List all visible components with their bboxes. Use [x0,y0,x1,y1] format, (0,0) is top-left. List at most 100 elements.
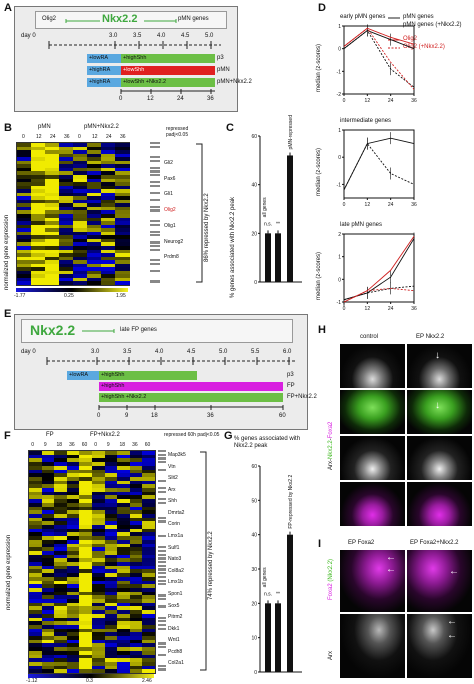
heatmap-cell [129,473,143,478]
subplot-ylabel: median (z-scores) [316,251,322,300]
heatmap-cell [129,517,143,522]
subplot-title: late pMN genes [340,222,383,228]
outcome-label: FP+Nkx2.2 [287,394,317,400]
heatmap-cell [29,580,43,585]
heatmap-cell [117,528,131,533]
heatmap-cell [104,473,118,478]
heatmap-cell [31,235,46,240]
heatmap-cell [29,532,43,537]
heatmap-cell [29,476,43,482]
panel-letter-a: A [4,2,12,14]
repressed-gene-mark [158,627,166,630]
heatmap-cell [54,543,68,548]
heatmap-cell [41,510,55,515]
hour-label: 0 [94,442,98,448]
heatmap-cell [104,488,118,493]
column-header: pMN [38,124,51,130]
heatmap-cell [41,669,55,674]
heatmap-cell [41,491,55,496]
heatmap-cell [29,458,43,463]
heatmap-cell [17,182,32,187]
heatmap-cell [29,665,43,670]
heatmap-cell [142,613,156,618]
stain-nkx22: (Nkx2.2) [328,558,334,582]
heatmap-cell [87,270,102,275]
heatmap-cell [117,658,131,663]
heatmap-cell [29,591,43,596]
heatmap-cell [117,547,131,552]
heatmap-cell [79,539,93,544]
hour-label: 36 [64,134,70,140]
heatmap-cell [66,643,80,648]
heatmap-cell [117,650,131,655]
heatmap-cell [129,584,143,589]
heatmap-cell [129,669,143,674]
heatmap-cell [142,602,156,607]
heatmap-cell [31,146,46,151]
heatmap-cell [79,613,93,618]
heatmap-cell [66,469,80,474]
gene-label: Shh [168,498,177,505]
heatmap-cell [129,495,143,500]
hour-label: 36 [69,442,75,448]
heatmap-cell [54,458,68,463]
heatmap-cell [54,580,68,585]
heatmap-cell [117,502,131,507]
condition-bar-green: +highShh [121,54,215,63]
heatmap-cell [117,587,131,593]
x-tick-label: 36 [411,98,417,104]
heatmap-cell [66,454,80,459]
heatmap-cell [66,499,80,504]
heatmap-cell [45,217,60,222]
chart-title: % genes associated with Nkx2.2 peak [234,436,301,449]
heatmap-cell [66,587,80,593]
heatmap-cell [45,263,60,268]
day-tick: 4.0 [155,349,164,355]
heatmap-cell [66,565,80,570]
heatmap-cell [87,150,102,155]
heatmap-cell [29,491,43,496]
heatmap-cell [87,256,102,261]
heatmap-cell [66,576,80,581]
heatmap-cell [101,178,116,183]
heatmap-cell [73,182,88,187]
heatmap-cell [54,495,68,500]
heatmap-cell [101,267,116,272]
bar-label: FP-repressed by Nkx2.2 [288,475,294,529]
heatmap-cell [73,203,88,208]
heatmap-cell [101,277,116,282]
heatmap-cell [45,221,60,226]
heatmap-cell [117,624,131,630]
heatmap-cell [87,206,102,211]
heatmap-cell [129,554,143,559]
heatmap-cell [59,245,74,250]
heatmap-cell [41,502,55,507]
heatmap-cell [87,267,102,272]
heatmap-cell [115,221,130,226]
hour-label: 12 [36,134,42,140]
column-header: EP Foxa2 [348,540,375,546]
heatmap-cell [92,602,106,607]
day-tick: 3.5 [123,349,132,355]
heatmap-cell [101,171,116,176]
heatmap-cell [79,632,93,637]
heatmap-cell [87,189,102,194]
heatmap-cell [104,499,118,504]
scale-max: 2.46 [142,678,152,684]
heatmap-cell [79,636,93,641]
heatmap-cell [73,167,88,172]
gene-label: Gli1 [164,191,173,198]
heatmap-cell [129,488,143,493]
heatmap-cell [129,454,143,459]
micrograph-arx-1 [340,614,405,678]
repressed-gene-mark [158,468,166,471]
plot-frame [343,25,415,95]
heatmap-cell [129,639,143,644]
hour-label: 24 [106,134,112,140]
heatmap-cell [92,528,106,533]
repressed-gene-mark [158,594,166,597]
heatmap-cell [129,636,143,641]
heatmap-cell [66,591,80,596]
heatmap-cell [117,550,131,556]
heatmap-cell [41,543,55,548]
